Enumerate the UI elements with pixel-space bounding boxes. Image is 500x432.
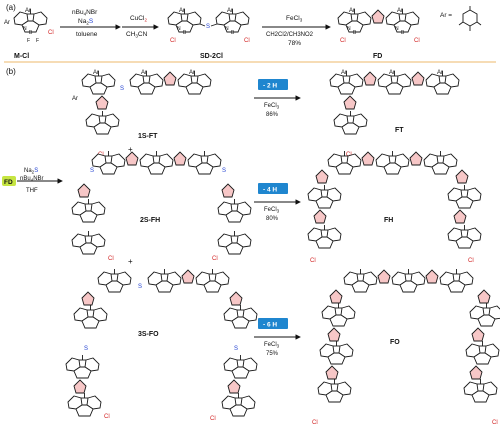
- svg-text:S: S: [222, 168, 226, 174]
- compound-fo: Cl Cl: [312, 268, 500, 426]
- step2-reagent: CuCl2: [130, 15, 147, 23]
- panel-b-label: (b): [6, 67, 16, 76]
- svg-text:Cl: Cl: [210, 416, 216, 422]
- svg-text:S: S: [120, 86, 124, 92]
- svg-text:S: S: [234, 346, 238, 352]
- step1-reagent1: nBu4NBr: [72, 9, 98, 17]
- svg-text:F: F: [27, 38, 30, 44]
- svg-text:Cl: Cl: [170, 38, 176, 44]
- compound-2s-fh: S S Cl Cl: [71, 150, 252, 262]
- step3-solvent: CH2Cl2/CH3NO2: [266, 32, 314, 38]
- svg-text:Cl: Cl: [244, 38, 250, 44]
- svg-text:- 4 H: - 4 H: [263, 187, 277, 194]
- svg-text:Ar: Ar: [227, 8, 233, 14]
- svg-text:Ar: Ar: [25, 8, 31, 14]
- step3-yield: 78%: [288, 40, 301, 47]
- compound-3s-fo: S S S Cl Cl: [65, 268, 258, 422]
- step1-solvent: toluene: [76, 31, 98, 38]
- svg-text:B: B: [401, 30, 405, 36]
- svg-text:S: S: [84, 346, 88, 352]
- step3-reagent: FeCl3: [286, 15, 303, 23]
- svg-text:B: B: [29, 30, 33, 36]
- svg-text:Ar: Ar: [72, 96, 78, 102]
- svg-text:Cl: Cl: [104, 414, 110, 420]
- svg-text:B: B: [353, 30, 357, 36]
- step2-solvent: CH3CN: [126, 31, 148, 39]
- svg-text:Ar: Ar: [141, 70, 147, 76]
- svg-text:S: S: [90, 168, 94, 174]
- svg-text:N: N: [23, 26, 27, 32]
- panel-a-label: (a): [6, 3, 16, 12]
- plus-2: +: [128, 257, 133, 266]
- svg-text:N: N: [225, 26, 229, 32]
- label-3s-fo: 3S-FO: [138, 331, 159, 338]
- reagent-row2: FeCl3: [264, 207, 280, 214]
- svg-text:Ar: Ar: [93, 70, 99, 76]
- svg-text:Cl: Cl: [310, 258, 316, 264]
- svg-text:B: B: [231, 30, 235, 36]
- fd-start-label: FD: [4, 179, 13, 186]
- svg-text:S: S: [206, 24, 210, 30]
- compound-fh: Cl Cl: [307, 150, 482, 264]
- svg-text:N: N: [347, 26, 351, 32]
- label-2s-fh: 2S-FH: [140, 217, 160, 224]
- cond-line1: Na2S: [24, 168, 38, 175]
- svg-text:Ar: Ar: [349, 8, 355, 14]
- compound-1s-ft: S Cl Ar Ar Ar Ar: [72, 70, 212, 158]
- svg-text:Ar: Ar: [397, 8, 403, 14]
- svg-text:Cl: Cl: [108, 256, 114, 262]
- reagent-row1: FeCl3: [264, 103, 280, 110]
- badge-row2: [258, 183, 288, 194]
- svg-text:Cl: Cl: [414, 38, 420, 44]
- badge-row3: [258, 318, 288, 329]
- compound-ft: Cl Ar Ar Ar: [329, 70, 460, 158]
- svg-text:Cl: Cl: [212, 256, 218, 262]
- label-fh: FH: [384, 217, 393, 224]
- step1-reagent2: Na2S: [78, 18, 94, 26]
- plus-1: +: [128, 145, 133, 154]
- svg-text:Cl: Cl: [340, 38, 346, 44]
- label-1s-ft: 1S-FT: [138, 133, 158, 140]
- ar-definition: Ar =: [440, 12, 452, 19]
- svg-text:Cl: Cl: [468, 258, 474, 264]
- yield-row1: 86%: [266, 112, 279, 118]
- cond-line2: nBu4NBr: [20, 176, 44, 183]
- fd-start-badge: [2, 176, 16, 186]
- label-ft: FT: [395, 127, 404, 134]
- cond-line3: THF: [26, 188, 38, 194]
- reagent-row3: FeCl3: [264, 342, 280, 349]
- svg-text:Cl: Cl: [312, 420, 318, 426]
- svg-text:Cl: Cl: [346, 152, 352, 158]
- svg-text:- 6 H: - 6 H: [263, 322, 277, 329]
- yield-row3: 75%: [266, 351, 279, 357]
- label-fd: FD: [373, 53, 382, 60]
- svg-text:N: N: [395, 26, 399, 32]
- label-fo: FO: [390, 339, 400, 346]
- svg-text:- 2 H: - 2 H: [263, 83, 277, 90]
- compound-sd-2cl: S Ar Ar N B N B Cl Cl: [167, 8, 250, 44]
- svg-text:Ar: Ar: [179, 8, 185, 14]
- label-sd-2cl: SD-2Cl: [200, 53, 223, 60]
- yield-row2: 80%: [266, 216, 279, 222]
- svg-text:Cl: Cl: [492, 420, 498, 426]
- svg-text:F: F: [36, 38, 39, 44]
- svg-text:S: S: [138, 284, 142, 290]
- svg-text:Ar: Ar: [341, 70, 347, 76]
- svg-text:Ar: Ar: [437, 70, 443, 76]
- svg-text:Ar: Ar: [389, 70, 395, 76]
- svg-text:B: B: [183, 30, 187, 36]
- label-m-cl: M-Cl: [14, 53, 29, 60]
- svg-text:Cl: Cl: [48, 30, 54, 36]
- mesityl-structure: [458, 6, 482, 31]
- svg-text:N: N: [177, 26, 181, 32]
- svg-text:Ar: Ar: [4, 20, 10, 26]
- badge-row1: [258, 79, 288, 90]
- compound-fd: Ar Ar N B N B Cl Cl: [337, 8, 420, 44]
- compound-m-cl: Ar Ar N B F F Cl: [4, 8, 54, 44]
- svg-text:Ar: Ar: [189, 70, 195, 76]
